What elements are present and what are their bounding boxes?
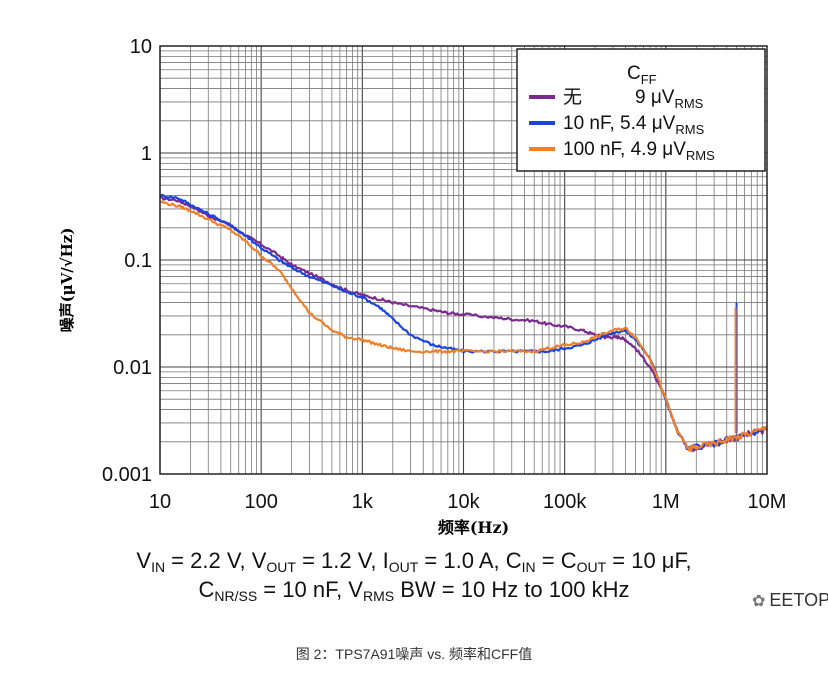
- tick-labels: 10 100 1k 10k 100k 1M 10M 10 1 0.1 0.01 0.001: [102, 36, 787, 513]
- series-line-3: [159, 200, 768, 453]
- y-tick-label: 0.001: [102, 464, 152, 486]
- x-tick-label: 100: [244, 491, 277, 513]
- watermark-text: EETOP: [769, 590, 828, 610]
- x-tick-label: 10k: [447, 491, 480, 513]
- plot-frame: [159, 45, 768, 475]
- x-tick-label: 1k: [352, 491, 374, 513]
- x-tick-label: 10: [149, 491, 171, 513]
- x-tick-label: 100k: [543, 491, 587, 513]
- y-tick-label: 0.01: [113, 357, 152, 379]
- test-conditions-line-2: CNR/SS = 10 nF, VRMS BW = 10 Hz to 100 k…: [198, 577, 630, 604]
- y-axis-label: 噪声(μV/√Hz): [58, 228, 76, 333]
- watermark: ✿ EETOP: [752, 590, 828, 611]
- legend-box: [516, 48, 766, 172]
- test-conditions-line-1: VIN = 2.2 V, VOUT = 1.2 V, IOUT = 1.0 A,…: [136, 548, 692, 575]
- y-tick-label: 0.1: [124, 250, 152, 272]
- y-tick-label: 1: [141, 143, 152, 165]
- wechat-icon: ✿: [752, 592, 766, 610]
- x-tick-label: 10M: [748, 491, 787, 513]
- x-axis-label: 频率(Hz): [438, 518, 509, 537]
- series-layer: [159, 193, 768, 453]
- figure-caption: 图 2：TPS7A91噪声 vs. 频率和CFF值: [295, 646, 533, 662]
- x-tick-label: 1M: [652, 491, 680, 513]
- grid-lines: [159, 46, 767, 475]
- y-tick-label: 10: [130, 36, 152, 58]
- noise-chart: 10 100 1k 10k 100k 1M 10M 10 1 0.1 0.01 0.001 频率(Hz…: [58, 36, 787, 537]
